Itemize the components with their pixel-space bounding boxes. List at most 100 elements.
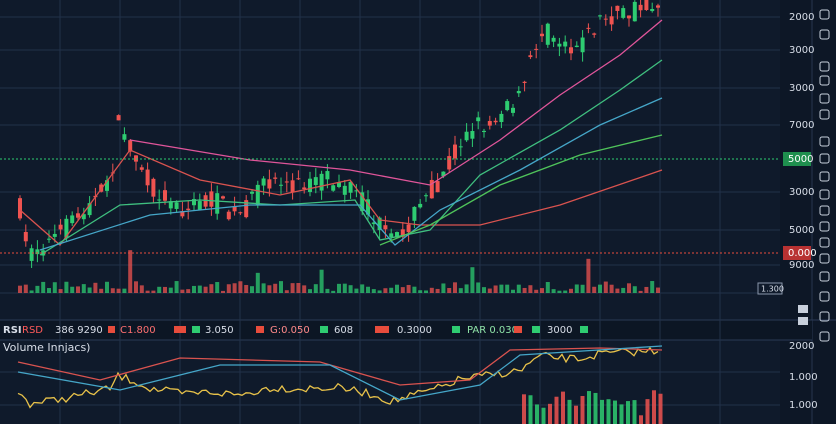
tool-icon[interactable] xyxy=(819,237,830,248)
candle xyxy=(209,191,214,207)
panel-button[interactable] xyxy=(798,317,808,325)
candle xyxy=(325,171,330,180)
candle xyxy=(621,8,626,18)
volume-bar xyxy=(400,287,405,293)
candle xyxy=(389,233,394,238)
tool-icon[interactable] xyxy=(819,271,830,282)
histogram-bar xyxy=(593,392,598,424)
volume-bar xyxy=(261,283,266,293)
tool-icon[interactable] xyxy=(819,9,830,20)
tool-icon[interactable] xyxy=(819,109,830,120)
price-label: 3000 xyxy=(789,45,814,56)
volume-bar xyxy=(76,286,80,293)
tool-icon[interactable] xyxy=(819,153,830,164)
candle xyxy=(632,1,637,22)
tool-icon[interactable] xyxy=(819,253,830,264)
candle xyxy=(360,192,365,212)
histogram-bar xyxy=(541,407,546,424)
side-panel xyxy=(780,0,836,424)
lower-panel-plot xyxy=(17,345,663,424)
volume-bar xyxy=(221,290,225,293)
tool-icon[interactable] xyxy=(819,136,830,147)
tool-icon[interactable] xyxy=(819,291,830,302)
volume-bar xyxy=(128,250,133,293)
tool-icon[interactable] xyxy=(819,331,830,342)
candle xyxy=(308,178,312,192)
candle xyxy=(76,213,80,218)
tool-icon[interactable] xyxy=(819,311,830,322)
volume-bar xyxy=(58,289,63,293)
volume-bar xyxy=(650,281,655,293)
tool-icon[interactable] xyxy=(819,61,830,72)
volume-bar xyxy=(493,285,498,293)
volume-bar xyxy=(499,284,504,293)
price-label: 9000 xyxy=(789,260,814,271)
volume-bar xyxy=(168,287,173,293)
indicator-icon xyxy=(532,326,540,333)
candle xyxy=(598,15,602,17)
histogram-bar xyxy=(613,400,617,424)
volume-bar xyxy=(64,281,69,293)
volume-bar xyxy=(250,286,254,293)
volume-bar xyxy=(464,284,469,293)
candle xyxy=(447,156,452,170)
volume-bar xyxy=(603,281,608,293)
histogram-bar xyxy=(574,405,578,424)
volume-bar xyxy=(476,282,481,293)
candle xyxy=(250,191,254,194)
volume-bar xyxy=(487,288,492,293)
volume-bar xyxy=(609,284,614,293)
panel-button[interactable] xyxy=(798,305,808,313)
candle xyxy=(232,206,237,212)
volume-bar xyxy=(186,289,191,293)
candle xyxy=(180,211,185,217)
candle xyxy=(128,140,133,152)
volume-bar xyxy=(134,281,138,293)
candle xyxy=(47,238,51,240)
scale-box xyxy=(757,282,783,295)
tool-icon[interactable] xyxy=(819,189,830,200)
candle xyxy=(522,81,527,83)
tool-icon[interactable] xyxy=(819,221,830,232)
price-label: 5000 xyxy=(789,225,814,236)
volume-bar xyxy=(192,285,196,293)
candle xyxy=(586,27,591,29)
volume-bar xyxy=(122,288,127,293)
candle xyxy=(244,200,249,218)
tool-icon[interactable] xyxy=(819,29,830,40)
volume-bar xyxy=(511,289,515,293)
moving-average xyxy=(39,59,663,256)
volume-bar xyxy=(313,284,318,293)
volume-bar xyxy=(348,285,353,293)
volume-bar xyxy=(366,286,370,293)
volume-bar xyxy=(308,289,312,293)
scale-value: 1.300 xyxy=(761,285,784,294)
price-label: 2000 xyxy=(789,12,814,23)
candle xyxy=(609,16,614,25)
volume-bar xyxy=(540,288,544,293)
tool-icon[interactable] xyxy=(819,205,830,216)
volume-bar xyxy=(406,284,411,293)
candle xyxy=(644,0,649,11)
candle xyxy=(215,193,220,214)
volume-bar xyxy=(429,287,434,293)
volume-bar xyxy=(482,287,486,293)
histogram-bar xyxy=(554,396,559,424)
candle xyxy=(302,187,307,190)
moving-average xyxy=(39,97,663,251)
candle xyxy=(105,180,109,191)
tool-icon[interactable] xyxy=(819,93,830,104)
tool-icon[interactable] xyxy=(819,171,830,182)
candle xyxy=(134,155,138,162)
candle xyxy=(348,181,353,193)
indicator-item: G:0.050 xyxy=(270,325,310,336)
tool-icon[interactable] xyxy=(819,75,830,86)
volume-bar xyxy=(284,290,289,293)
candle xyxy=(23,231,28,242)
histogram-bar xyxy=(619,404,624,424)
candle xyxy=(638,4,643,11)
volume-bar xyxy=(342,283,347,293)
volume-bar xyxy=(377,290,382,293)
